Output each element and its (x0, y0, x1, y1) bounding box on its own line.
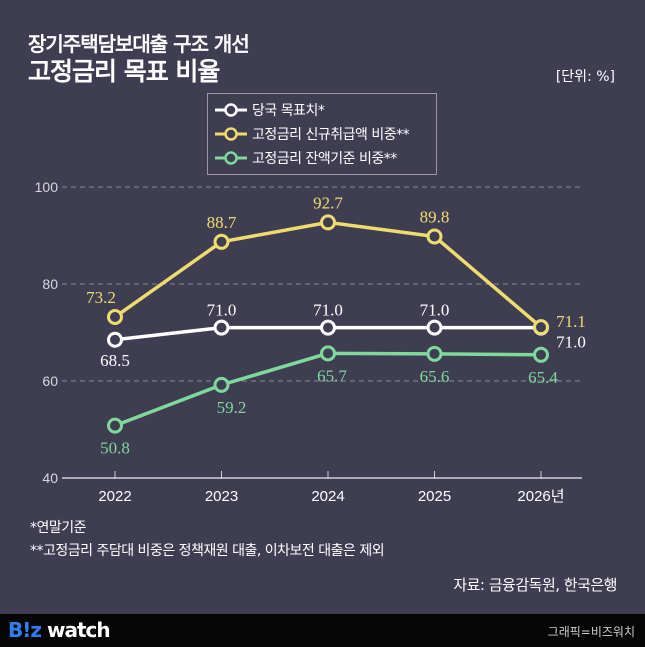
data-point (107, 417, 123, 434)
x-tick-label: 2023 (205, 488, 238, 505)
legend-label: 당국 목표치* (252, 103, 325, 119)
data-label: 65.6 (420, 367, 450, 386)
y-tick-label: 60 (42, 373, 58, 389)
y-tick-label: 40 (42, 470, 58, 486)
data-label: 92.7 (313, 193, 343, 212)
data-label: 50.8 (100, 439, 130, 458)
data-point (320, 345, 336, 362)
data-point (533, 319, 549, 336)
data-point (533, 346, 549, 363)
footnote-1: *연말기준 (30, 520, 87, 536)
source: 자료: 금융감독원, 한국은행 (453, 576, 617, 594)
legend-item-target: 당국 목표치* (214, 98, 436, 122)
legend-marker-icon (215, 151, 247, 165)
data-point (426, 319, 443, 336)
data-label: 71.0 (313, 301, 343, 320)
graphic-credit: 그래픽=비즈워치 (547, 625, 635, 639)
unit-label: [단위: %] (555, 69, 615, 85)
legend-label: 고정금리 잔액기준 비중** (252, 151, 397, 167)
legend-label: 고정금리 신규취급액 비중** (252, 127, 410, 143)
title-line1: 장기주택담보대출 구조 개선 (28, 32, 250, 56)
footnote-2: **고정금리 주담대 비중은 정책재원 대출, 이차보전 대출은 제외 (30, 543, 385, 559)
data-label: 88.7 (207, 213, 237, 232)
data-label: 68.5 (100, 351, 130, 370)
data-label: 89.8 (420, 207, 450, 226)
data-point (213, 319, 230, 336)
data-point (213, 376, 230, 393)
legend-item-balance: 고정금리 잔액기준 비중** (214, 146, 436, 170)
x-tick-label: 2024 (311, 488, 344, 505)
x-tick-label: 2025 (418, 488, 451, 505)
data-point (426, 228, 443, 245)
footer: B!z watch 그래픽=비즈워치 (0, 614, 645, 647)
legend: 당국 목표치* 고정금리 신규취급액 비중** 고정금리 잔액기준 비중** (207, 93, 437, 175)
data-label: 71.1 (556, 312, 586, 331)
data-point (320, 214, 336, 231)
data-label: 71.0 (420, 301, 450, 320)
title-line2: 고정금리 목표 비율 (28, 57, 220, 86)
x-tick-label: 2022 (98, 488, 131, 505)
data-label: 71.0 (556, 333, 586, 352)
legend-marker-icon (215, 127, 247, 141)
data-label: 65.4 (528, 368, 558, 387)
legend-marker-icon (215, 103, 247, 117)
data-point (107, 331, 123, 348)
bizwatch-logo: B!z watch (8, 618, 111, 642)
data-label: 59.2 (217, 398, 247, 417)
data-point (213, 233, 230, 250)
series-line (114, 351, 542, 428)
data-point (426, 345, 443, 362)
y-tick-label: 100 (35, 179, 59, 195)
y-tick-label: 80 (42, 276, 58, 292)
data-label: 65.7 (317, 366, 347, 385)
data-label: 71.0 (207, 301, 237, 320)
data-label: 73.2 (86, 288, 116, 307)
x-tick-label: 2026년 (517, 488, 564, 505)
data-point (107, 308, 123, 325)
data-point (320, 319, 336, 336)
legend-item-new-loans: 고정금리 신규취급액 비중** (214, 122, 436, 146)
